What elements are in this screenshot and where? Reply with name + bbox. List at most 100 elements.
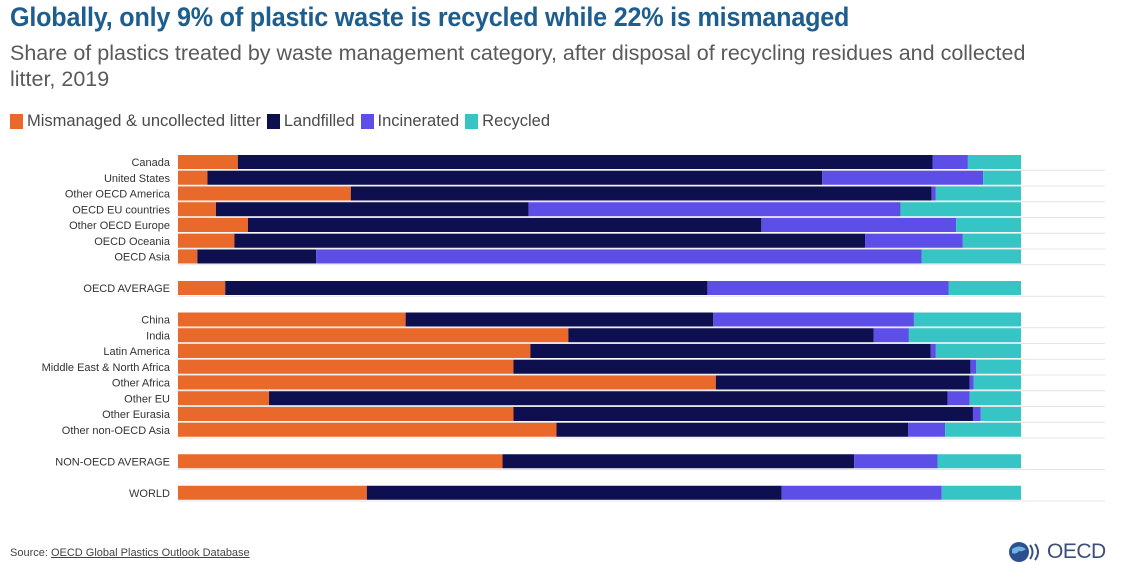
source-link[interactable]: OECD Global Plastics Outlook Database	[50, 547, 250, 559]
bar-segment[interactable]	[980, 407, 1021, 421]
bar-segment[interactable]	[913, 312, 1021, 327]
bar-segment[interactable]	[967, 155, 1021, 169]
bar-segment[interactable]	[178, 344, 531, 358]
bar-segment[interactable]	[178, 249, 198, 264]
legend-swatch	[360, 113, 374, 129]
bar-segment[interactable]	[178, 391, 270, 406]
bar-segment[interactable]	[178, 281, 226, 295]
chart-subtitle: Share of plastics treated by waste manag…	[10, 41, 1026, 91]
bar-segment[interactable]	[234, 233, 866, 248]
bar-segment[interactable]	[207, 170, 823, 185]
category-label: Other Africa	[112, 378, 171, 390]
bar-segment[interactable]	[945, 422, 1021, 437]
category-label: Other OECD Europe	[69, 220, 170, 232]
bar-segment[interactable]	[513, 359, 971, 374]
category-label: China	[141, 315, 171, 327]
chart-legend: Mismanaged & uncollected litter Landfille…	[10, 112, 556, 130]
category-label: Other EU	[124, 393, 170, 405]
bar-segment[interactable]	[178, 186, 351, 201]
legend-label: Landfilled	[283, 111, 355, 130]
bar-segment[interactable]	[225, 281, 708, 295]
bar-segment[interactable]	[178, 454, 503, 469]
bar-segment[interactable]	[316, 249, 922, 264]
bar-segment[interactable]	[908, 328, 1021, 343]
bar-segment[interactable]	[513, 407, 973, 421]
bar-segment[interactable]	[237, 155, 933, 169]
bar-segment[interactable]	[931, 186, 936, 201]
bar-segment[interactable]	[215, 202, 529, 217]
category-label: OECD Oceania	[94, 236, 171, 248]
bar-segment[interactable]	[908, 422, 946, 437]
bar-segment[interactable]	[854, 454, 938, 469]
category-label: OECD EU countries	[72, 204, 170, 216]
bar-segment[interactable]	[178, 202, 216, 217]
category-label: United States	[104, 173, 171, 185]
bar-segment[interactable]	[781, 485, 942, 500]
legend-swatch	[465, 113, 479, 129]
bar-segment[interactable]	[178, 422, 557, 437]
bar-segment[interactable]	[247, 218, 762, 232]
bar-segment[interactable]	[178, 170, 208, 185]
bar-segment[interactable]	[962, 233, 1021, 248]
bar-segment[interactable]	[930, 344, 936, 358]
bar-segment[interactable]	[948, 281, 1022, 295]
bar-segment[interactable]	[935, 344, 1021, 358]
bar-segment[interactable]	[932, 155, 968, 169]
bar-segment[interactable]	[178, 485, 367, 500]
category-label: OECD AVERAGE	[83, 283, 170, 295]
legend-item: Landfilled	[266, 111, 355, 131]
bar-segment[interactable]	[969, 391, 1021, 406]
bar-segment[interactable]	[178, 407, 514, 421]
bar-segment[interactable]	[976, 359, 1021, 374]
category-label: Middle East & North Africa	[42, 362, 171, 374]
bar-segment[interactable]	[970, 359, 977, 374]
bar-segment[interactable]	[197, 249, 317, 264]
bar-segment[interactable]	[178, 312, 406, 327]
bar-segment[interactable]	[941, 485, 1021, 500]
bar-segment[interactable]	[405, 312, 714, 327]
bar-segment[interactable]	[983, 170, 1021, 185]
bar-segment[interactable]	[822, 170, 984, 185]
category-label: Other Eurasia	[102, 409, 171, 421]
source-note: Source: OECD Global Plastics Outlook Dat…	[10, 547, 250, 559]
bar-segment[interactable]	[178, 359, 514, 374]
bar-segment[interactable]	[713, 312, 914, 327]
bar-segment[interactable]	[715, 375, 970, 390]
bar-segment[interactable]	[502, 454, 855, 469]
bar-segment[interactable]	[865, 233, 963, 248]
bar-segment[interactable]	[269, 391, 948, 406]
bar-segment[interactable]	[178, 375, 716, 390]
bar-segment[interactable]	[178, 233, 235, 248]
legend-swatch	[10, 113, 23, 129]
legend-item: Mismanaged & uncollected litter	[10, 112, 261, 131]
bar-segment[interactable]	[530, 344, 931, 358]
bar-segment[interactable]	[921, 249, 1021, 264]
bar-segment[interactable]	[528, 202, 901, 217]
bar-segment[interactable]	[556, 422, 909, 437]
bar-segment[interactable]	[947, 391, 970, 406]
legend-label: Incinerated	[377, 111, 460, 130]
bar-segment[interactable]	[568, 328, 874, 343]
bar-segment[interactable]	[178, 218, 248, 232]
bar-segment[interactable]	[956, 218, 1021, 232]
bar-segment[interactable]	[178, 155, 238, 169]
category-label: Latin America	[103, 346, 171, 358]
bar-segment[interactable]	[761, 218, 957, 232]
category-label: OECD Asia	[114, 252, 171, 264]
category-label: Other non-OECD Asia	[62, 425, 171, 437]
bar-segment[interactable]	[178, 328, 569, 343]
category-label: Canada	[131, 157, 170, 169]
bar-segment[interactable]	[873, 328, 909, 343]
bar-segment[interactable]	[366, 485, 782, 500]
bar-segment[interactable]	[707, 281, 949, 295]
bar-segment[interactable]	[969, 375, 974, 390]
category-label: Other OECD America	[65, 189, 171, 201]
bar-segment[interactable]	[937, 454, 1021, 469]
chart-title: Globally, only 9% of plastic waste is re…	[10, 2, 850, 32]
oecd-globe-icon	[1009, 542, 1039, 562]
bar-segment[interactable]	[972, 407, 981, 421]
bar-segment[interactable]	[935, 186, 1021, 201]
bar-segment[interactable]	[350, 186, 932, 201]
bar-segment[interactable]	[900, 202, 1021, 217]
bar-segment[interactable]	[973, 375, 1021, 390]
